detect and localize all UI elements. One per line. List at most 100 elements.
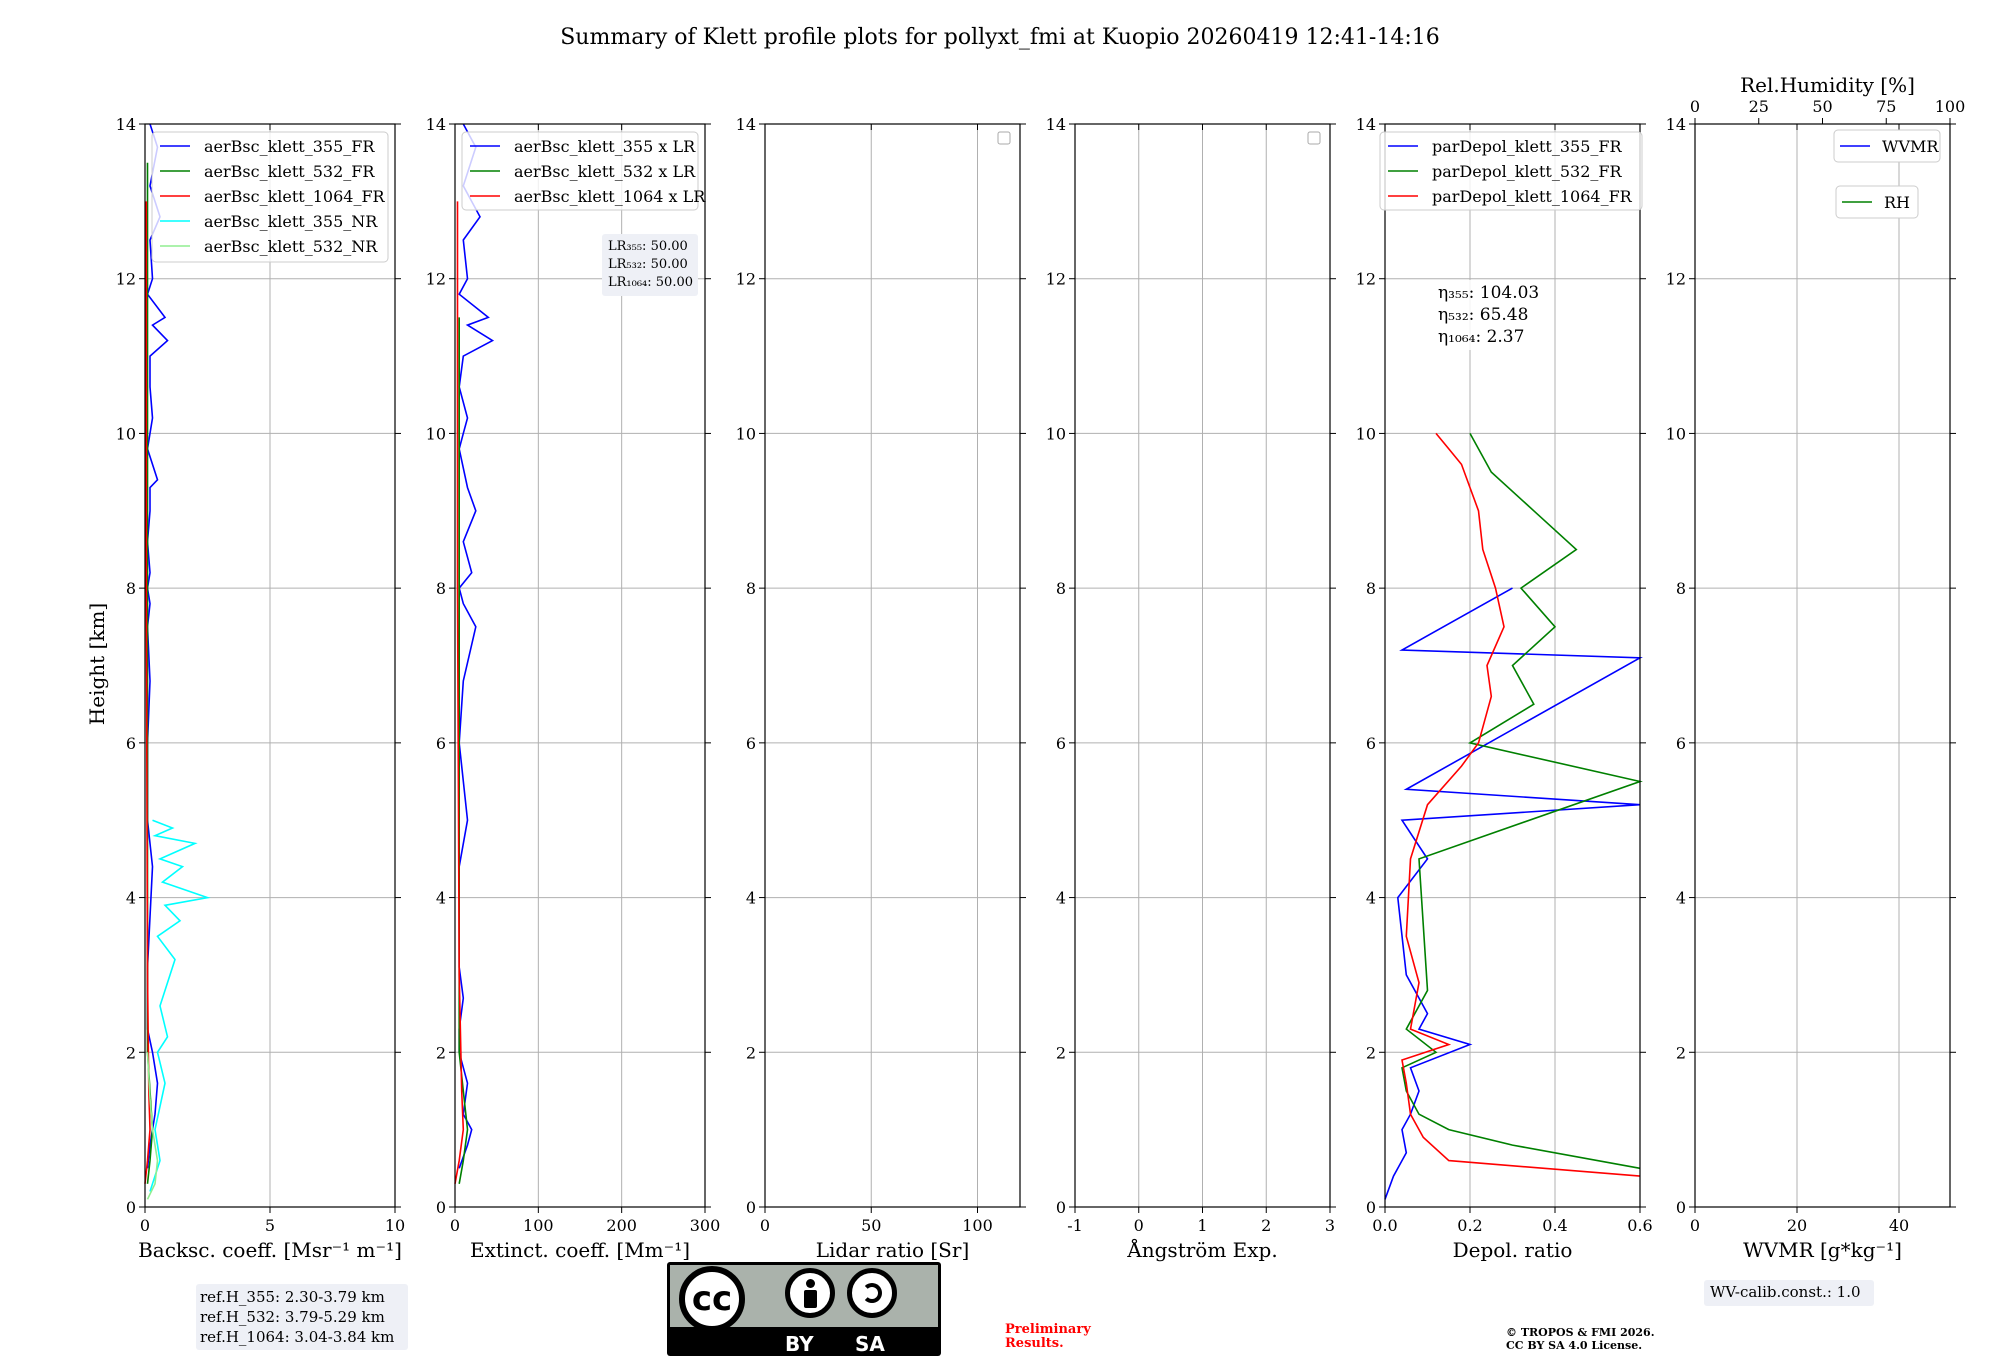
y-tick-label: 0 xyxy=(1056,1198,1066,1217)
top-x-tick-label: 0 xyxy=(1690,97,1700,116)
license-sa-label: SA xyxy=(855,1332,885,1356)
share-alike-icon xyxy=(847,1268,897,1318)
x-tick-label: 0 xyxy=(760,1216,770,1235)
ref-heights-box xyxy=(196,1284,408,1350)
y-tick-label: 14 xyxy=(116,115,136,134)
top-x-axis-label: Rel.Humidity [%] xyxy=(1740,73,1915,97)
y-tick-label: 0 xyxy=(1366,1198,1376,1217)
panel-water_vapour: 0 20 40 0 2 4 6 8 10 12 14 WVMR [g*kg⁻¹] 0 25 50 75 100 R… xyxy=(1666,73,1966,1262)
ref-heights-1064: ref.H_1064: 3.04-3.84 km xyxy=(200,1328,394,1346)
x-tick-label: 50 xyxy=(861,1216,881,1235)
y-tick-label: 12 xyxy=(1046,270,1066,289)
x-tick-label: 0.4 xyxy=(1542,1216,1567,1235)
cc-logo: cc xyxy=(679,1266,745,1332)
legend-box xyxy=(1379,131,1643,211)
preliminary-line2: Results. xyxy=(1005,1336,1064,1351)
y-axis-label: Height [km] xyxy=(85,603,109,725)
y-tick-label: 14 xyxy=(426,115,446,134)
legend-entry: aerBsc_klett_355_NR xyxy=(204,212,378,231)
y-tick-label: 4 xyxy=(1056,889,1066,908)
y-tick-label: 4 xyxy=(126,889,136,908)
x-axis-label: Backsc. coeff. [Msr⁻¹ m⁻¹] xyxy=(138,1238,402,1262)
y-tick-label: 2 xyxy=(746,1043,756,1062)
legend-entry: aerBsc_klett_532_NR xyxy=(204,237,378,256)
top-x-tick-label: 100 xyxy=(1935,97,1966,116)
lidar-ratio-box xyxy=(602,234,698,296)
panel-backscatter: 0 5 10 0 2 4 6 8 10 12 14 Backsc. coeff. [Msr⁻¹ m⁻¹… xyxy=(116,115,406,1262)
x-tick-label: 200 xyxy=(606,1216,637,1235)
y-tick-label: 6 xyxy=(1676,734,1686,753)
legend-entry: aerBsc_klett_355 x LR xyxy=(514,137,696,156)
y-tick-label: 14 xyxy=(1046,115,1066,134)
eta-box xyxy=(1432,280,1540,350)
y-tick-label: 0 xyxy=(126,1198,136,1217)
x-tick-label: 3 xyxy=(1325,1216,1335,1235)
y-tick-label: 8 xyxy=(1056,579,1066,598)
legend-entry: parDepol_klett_355_FR xyxy=(1432,137,1623,156)
y-tick-label: 6 xyxy=(126,734,136,753)
y-tick-label: 4 xyxy=(436,889,446,908)
y-tick-label: 8 xyxy=(1676,579,1686,598)
license-by-label: BY xyxy=(785,1332,814,1356)
wv-calibration-box xyxy=(1704,1280,1874,1306)
x-axis-label: Lidar ratio [Sr] xyxy=(816,1238,970,1262)
y-tick-label: 2 xyxy=(1676,1043,1686,1062)
y-tick-label: 14 xyxy=(736,115,756,134)
wv-calibration: WV-calib.const.: 1.0 xyxy=(1710,1283,1861,1301)
x-tick-label: 40 xyxy=(1889,1216,1909,1235)
x-tick-label: 0 xyxy=(1134,1216,1144,1235)
empty-legend-box xyxy=(1307,131,1321,145)
top-x-tick-label: 75 xyxy=(1876,97,1896,116)
figure-title: Summary of Klett profile plots for polly… xyxy=(560,25,1440,50)
y-tick-label: 8 xyxy=(746,579,756,598)
legend-box xyxy=(151,131,389,263)
x-tick-label: 300 xyxy=(690,1216,721,1235)
lidar-ratio-value: LR₁₀₆₄: 50.00 xyxy=(608,275,693,290)
lidar-ratio-value: LR₅₃₂: 50.00 xyxy=(608,257,688,272)
panel-extinction: 0 100 200 300 0 2 4 6 8 10 12 14 Extinct. coeff. [Mm… xyxy=(426,115,721,1262)
y-tick-label: 2 xyxy=(126,1043,136,1062)
x-tick-label: 0 xyxy=(1690,1216,1700,1235)
y-tick-label: 14 xyxy=(1666,115,1686,134)
x-tick-label: 0 xyxy=(450,1216,460,1235)
x-axis-label: Depol. ratio xyxy=(1453,1238,1573,1262)
x-tick-label: 20 xyxy=(1787,1216,1807,1235)
y-tick-label: 2 xyxy=(436,1043,446,1062)
y-tick-label: 10 xyxy=(426,424,446,443)
lidar-ratio-value: LR₃₅₅: 50.00 xyxy=(608,239,688,254)
legend-box xyxy=(1835,185,1919,219)
x-tick-label: 10 xyxy=(385,1216,405,1235)
cc-license-badge: cc BY SA xyxy=(667,1262,941,1356)
x-tick-label: 100 xyxy=(523,1216,554,1235)
x-axis-label: WVMR [g*kg⁻¹] xyxy=(1743,1238,1902,1262)
x-tick-label: 0.0 xyxy=(1372,1216,1397,1235)
x-tick-label: 2 xyxy=(1261,1216,1271,1235)
y-tick-label: 10 xyxy=(1046,424,1066,443)
y-tick-label: 6 xyxy=(436,734,446,753)
series-line-aerBsc_klett_355 x LR xyxy=(458,123,495,1169)
legend-entry: aerBsc_klett_355_FR xyxy=(204,137,375,156)
y-tick-label: 14 xyxy=(1356,115,1376,134)
legend-entry: WVMR xyxy=(1882,137,1939,156)
eta-value: η₁₀₆₄: 2.37 xyxy=(1438,327,1524,347)
series-line-aerBsc_klett_1064 x LR xyxy=(454,201,465,1184)
y-tick-label: 0 xyxy=(436,1198,446,1217)
y-tick-label: 4 xyxy=(1676,889,1686,908)
x-tick-label: 0.6 xyxy=(1627,1216,1652,1235)
y-tick-label: 6 xyxy=(746,734,756,753)
ref-heights-355: ref.H_355: 2.30-3.79 km xyxy=(200,1288,385,1306)
x-tick-label: 0.2 xyxy=(1457,1216,1482,1235)
series-line-aerBsc_klett_532_NR xyxy=(146,1052,159,1200)
y-tick-label: 10 xyxy=(116,424,136,443)
legend-entry: aerBsc_klett_532_FR xyxy=(204,162,375,181)
y-tick-label: 2 xyxy=(1366,1043,1376,1062)
copyright-line2: CC BY SA 4.0 License. xyxy=(1506,1339,1642,1352)
top-x-tick-label: 25 xyxy=(1749,97,1769,116)
legend-entry: aerBsc_klett_1064 x LR xyxy=(514,187,706,206)
series-line-parDepol_klett_532_FR xyxy=(1401,433,1643,1170)
x-tick-label: 0 xyxy=(140,1216,150,1235)
legend-entry: parDepol_klett_1064_FR xyxy=(1432,187,1633,206)
eta-value: η₃₅₅: 104.03 xyxy=(1438,283,1539,303)
